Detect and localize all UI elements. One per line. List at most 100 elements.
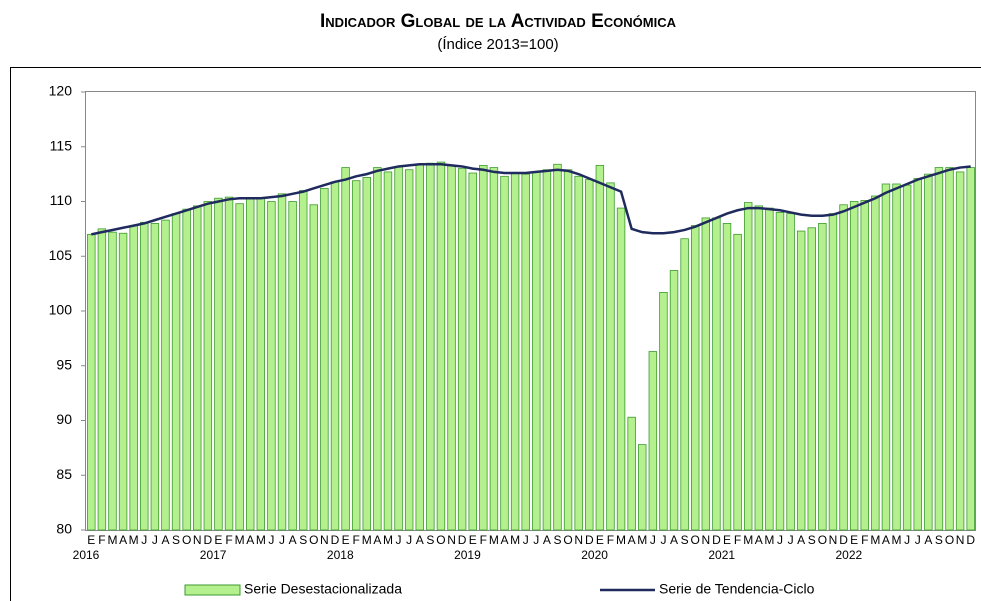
chart-title: Indicador Global de la Actividad Económi… [320, 11, 677, 32]
bar [182, 208, 191, 531]
bar [553, 163, 562, 531]
bar [669, 270, 679, 531]
x-tick-label: J [141, 533, 147, 547]
x-tick-label: F [607, 533, 614, 547]
bar [489, 167, 499, 531]
x-tick-label: M [743, 533, 753, 547]
bar [786, 213, 795, 531]
x-tick-label: J [396, 533, 402, 547]
y-tick-label: 110 [50, 192, 73, 208]
bar [616, 207, 626, 531]
bar [743, 202, 753, 531]
bar [765, 207, 774, 531]
year-label: 2021 [708, 548, 735, 562]
bar [193, 205, 202, 531]
bar [341, 167, 350, 531]
trend-line [91, 163, 971, 236]
x-tick-label: O [436, 533, 445, 547]
x-tick-label: F [98, 533, 105, 547]
x-tick-label: S [935, 533, 943, 547]
bar [860, 200, 869, 531]
bar [373, 167, 382, 531]
x-tick-label: M [256, 533, 266, 547]
bar [574, 175, 583, 531]
bar [267, 201, 276, 531]
bar [510, 172, 520, 531]
bar [712, 217, 721, 531]
x-tick-label: D [458, 533, 467, 547]
bar [818, 222, 827, 531]
bar [171, 213, 181, 531]
chart-subtitle: (Índice 2013=100) [437, 36, 558, 53]
year-label: 2022 [836, 548, 863, 562]
x-tick-label: M [383, 533, 393, 547]
x-tick-label: M [637, 533, 647, 547]
x-tick-label: J [152, 533, 158, 547]
bar [288, 201, 297, 531]
x-tick-label: M [616, 533, 626, 547]
y-tick-label: 115 [50, 137, 73, 153]
bar [966, 167, 975, 531]
x-tick-label: D [712, 533, 721, 547]
bar [277, 193, 287, 531]
y-tick-label: 105 [49, 247, 73, 263]
x-tick-label: D [585, 533, 594, 547]
x-tick-label: A [797, 533, 805, 547]
bar [256, 197, 266, 531]
bar [934, 167, 944, 531]
x-tick-label: A [882, 533, 890, 547]
bar [309, 204, 319, 531]
bar [945, 167, 954, 531]
x-tick-label: N [574, 533, 583, 547]
bar [150, 222, 160, 531]
x-tick-label: S [553, 533, 561, 547]
bar [627, 416, 636, 531]
bar [563, 169, 573, 531]
bar [298, 190, 308, 531]
bar [839, 204, 848, 531]
x-tick-label: J [268, 533, 274, 547]
year-label: 2018 [327, 548, 354, 562]
x-tick-label: E [214, 533, 222, 547]
x-tick-label: S [299, 533, 307, 547]
bar [828, 213, 838, 531]
year-label: 2020 [581, 548, 608, 562]
year-label: 2019 [454, 548, 481, 562]
bar [203, 201, 213, 531]
x-tick-label: O [182, 533, 191, 547]
bar [849, 201, 859, 531]
bar [532, 171, 541, 531]
x-tick-label: J [904, 533, 910, 547]
x-tick-label: S [681, 533, 689, 547]
bar [87, 233, 96, 531]
x-tick-label: E [342, 533, 350, 547]
x-tick-label: N [447, 533, 456, 547]
bar [722, 222, 732, 531]
x-tick-label: M [510, 533, 520, 547]
bar [320, 187, 329, 531]
bar [214, 197, 223, 531]
bar [542, 169, 552, 531]
bar [913, 178, 922, 531]
bar [701, 217, 711, 531]
x-tick-label: A [246, 533, 254, 547]
x-tick-label: E [469, 533, 477, 547]
x-tick-label: N [320, 533, 329, 547]
bar [224, 196, 234, 531]
bar [140, 221, 149, 531]
bar [235, 203, 244, 531]
bar [351, 180, 361, 531]
x-tick-label: D [331, 533, 340, 547]
x-tick-label: J [650, 533, 656, 547]
x-tick-label: M [362, 533, 372, 547]
x-tick-label: F [353, 533, 360, 547]
x-tick-label: F [861, 533, 868, 547]
x-tick-label: A [755, 533, 763, 547]
bar [659, 291, 668, 531]
bar [924, 173, 933, 531]
bar [955, 171, 965, 531]
x-tick-label: F [480, 533, 487, 547]
x-tick-label: M [235, 533, 245, 547]
bar [118, 232, 128, 531]
x-tick-label: F [225, 533, 232, 547]
